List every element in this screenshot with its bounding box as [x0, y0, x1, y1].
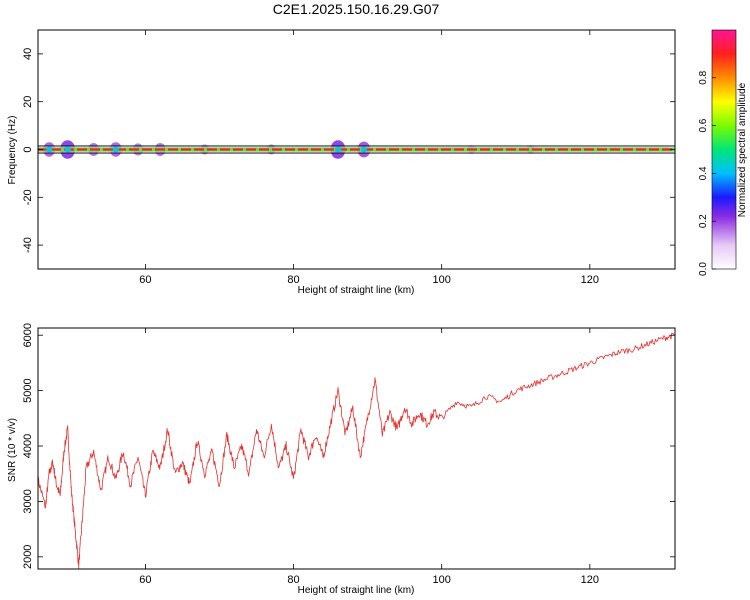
snr-x-tick-label: 60: [139, 574, 151, 586]
spectrogram-y-tick-label: -20: [22, 189, 34, 205]
colorbar-frame: [711, 29, 737, 270]
colorbar-tick-label: 0.2: [698, 214, 709, 228]
snr-x-tick-label: 100: [433, 574, 451, 586]
snr-plot-frame: [37, 327, 676, 570]
spectrogram-x-axis-label: Height of straight line (km): [298, 285, 415, 296]
heatmap-layer: [38, 140, 675, 159]
snr-y-tick-label: 3000: [22, 489, 34, 513]
snr-y-tick-label: 5000: [22, 378, 34, 402]
heatmap-hot-spot: [112, 146, 119, 153]
spectrogram-y-axis-label: Frequency (Hz): [7, 116, 18, 185]
snr-y-tick-label: 6000: [22, 323, 34, 347]
spectrogram-x-tick-label: 120: [581, 274, 599, 286]
heatmap-hot-spot: [46, 146, 53, 153]
spectrogram-x-tick-label: 60: [139, 274, 151, 286]
spectrogram-y-tick-label: 40: [22, 48, 34, 60]
spectrogram-x-tick-label: 80: [287, 274, 299, 286]
spectrogram-panel: 60 80 100 120 40 20 0 -20 -40 Height of straight…: [7, 29, 676, 296]
spectrogram-y-tick-label: 0: [22, 146, 34, 152]
colorbar-tick-label: 0.0: [698, 262, 709, 276]
colorbar-gradient: [712, 30, 736, 269]
colorbar-label: Normalized spectral amplitude: [737, 82, 748, 217]
colorbar-ticks: 0.0 0.2 0.4 0.6 0.8: [698, 70, 716, 276]
snr-ticks: 60 80 100 120 2000 3000 4000 5000 6000: [22, 323, 675, 586]
snr-series-line: [38, 332, 675, 569]
colorbar: 0.0 0.2 0.4 0.6 0.8 Normalized spectral ampl…: [698, 29, 748, 276]
snr-x-tick-label: 80: [287, 574, 299, 586]
colorbar-tick-label: 0.6: [698, 118, 709, 132]
heatmap-hot-spot: [360, 146, 367, 153]
spectrogram-x-tick-label: 100: [433, 274, 451, 286]
chart-title: C2E1.2025.150.16.29.G07: [273, 1, 440, 17]
snr-x-tick-label: 120: [581, 574, 599, 586]
snr-panel: 60 80 100 120 2000 3000 4000 5000 6000 Height of…: [7, 323, 676, 596]
snr-x-axis-label: Height of straight line (km): [298, 585, 415, 596]
colorbar-tick-label: 0.4: [698, 166, 709, 180]
spectrogram-y-tick-label: -40: [22, 237, 34, 253]
heatmap-hot-spot: [64, 146, 71, 153]
heatmap-hot-spot: [334, 146, 341, 153]
snr-y-tick-label: 4000: [22, 434, 34, 458]
snr-y-axis-label: SNR (10 * v/v): [7, 418, 18, 482]
snr-y-tick-label: 2000: [22, 545, 34, 569]
spectrogram-ticks: 60 80 100 120 40 20 0 -20 -40: [22, 30, 675, 286]
colorbar-tick-label: 0.8: [698, 70, 709, 84]
spectrogram-y-tick-label: 20: [22, 96, 34, 108]
